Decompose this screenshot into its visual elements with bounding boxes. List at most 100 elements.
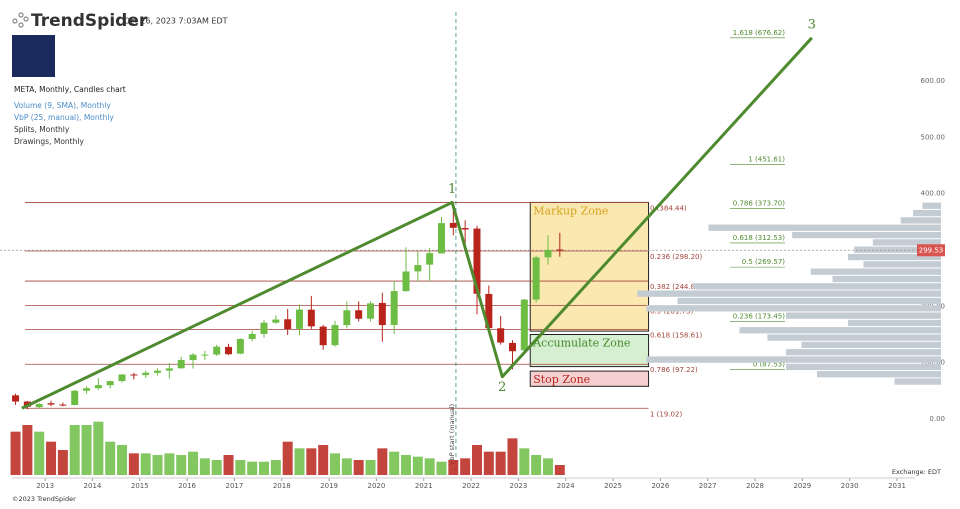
candle-body bbox=[59, 404, 67, 406]
vbp-bar bbox=[693, 283, 941, 290]
vbp-bar bbox=[810, 268, 941, 275]
candle-body bbox=[355, 310, 363, 319]
candle-body bbox=[47, 403, 55, 405]
fib-label: 0.786 (97.22) bbox=[650, 366, 698, 374]
candle-body bbox=[544, 249, 552, 258]
volume-bar bbox=[330, 453, 341, 475]
candle-body bbox=[213, 346, 221, 355]
wave-label: 1 bbox=[448, 182, 456, 197]
copyright: ©2023 TrendSpider bbox=[12, 495, 76, 503]
x-tick-label: 2017 bbox=[226, 482, 244, 490]
volume-bar bbox=[400, 455, 411, 475]
vbp-bar bbox=[801, 341, 941, 349]
candle-body bbox=[390, 291, 398, 325]
legend-item: Drawings, Monthly bbox=[14, 137, 84, 146]
fib-label: 1 (19.02) bbox=[650, 410, 682, 418]
candle-body bbox=[343, 310, 351, 326]
legend-item: Volume (9, SMA), Monthly bbox=[14, 101, 111, 110]
vbp-bar bbox=[786, 312, 941, 319]
x-tick-label: 2027 bbox=[699, 482, 717, 490]
volume-bar bbox=[471, 445, 482, 475]
candle-body bbox=[508, 342, 516, 352]
timestamp: Oct 26, 2023 7:03AM EDT bbox=[124, 17, 228, 26]
fib-label: 0 (384.44) bbox=[650, 204, 687, 212]
wave-label: 2 bbox=[498, 380, 506, 395]
candle-body bbox=[189, 354, 197, 361]
vbp-bar bbox=[900, 217, 941, 224]
volume-bar bbox=[235, 460, 246, 475]
x-tick-label: 2019 bbox=[320, 482, 338, 490]
zone-label: Stop Zone bbox=[533, 373, 590, 386]
volume-bar bbox=[294, 448, 305, 475]
last-price-label: 299.53 bbox=[919, 246, 944, 254]
x-tick-label: 2020 bbox=[368, 482, 386, 490]
zone-label: Accumulate Zone bbox=[532, 336, 630, 349]
vbp-bar bbox=[646, 356, 941, 363]
candle-body bbox=[307, 309, 315, 327]
candle-body bbox=[260, 322, 268, 334]
x-tick-label: 2021 bbox=[415, 482, 433, 490]
candle-body bbox=[473, 228, 481, 294]
vbp-bar bbox=[922, 202, 941, 209]
volume-bar bbox=[436, 461, 447, 475]
candle-body bbox=[437, 223, 445, 254]
x-tick-label: 2024 bbox=[557, 482, 575, 490]
zone bbox=[529, 201, 650, 332]
candle-body bbox=[142, 372, 150, 376]
legend-item: Splits, Monthly bbox=[14, 125, 70, 134]
candle-body bbox=[319, 326, 327, 346]
candle-body bbox=[378, 302, 386, 326]
vbp-bar bbox=[913, 209, 941, 217]
volume-bar bbox=[353, 460, 364, 475]
y-tick-label: 0.00 bbox=[929, 415, 945, 423]
candle-body bbox=[284, 319, 292, 329]
candle-body bbox=[154, 370, 162, 373]
candle-body bbox=[94, 385, 102, 389]
volume-bar bbox=[448, 460, 459, 475]
volume-bar bbox=[223, 455, 234, 475]
volume-bar bbox=[460, 458, 471, 475]
volume-bar bbox=[483, 451, 494, 475]
x-tick-label: 2015 bbox=[131, 482, 149, 490]
volume-bar bbox=[412, 456, 423, 475]
volume-bar bbox=[22, 425, 33, 475]
volume-bar bbox=[341, 458, 352, 475]
candle-body bbox=[177, 360, 185, 369]
volume-bar bbox=[69, 425, 80, 475]
candle-body bbox=[201, 354, 209, 356]
volume-bar bbox=[211, 460, 222, 475]
fib-ext-label: 1 (451.61) bbox=[748, 156, 785, 164]
candle-body bbox=[532, 257, 540, 300]
candle-body bbox=[296, 309, 304, 329]
candle-body bbox=[414, 265, 422, 272]
volume-bar bbox=[93, 421, 104, 475]
candle-body bbox=[367, 303, 375, 319]
volume-bar bbox=[389, 451, 400, 475]
vbp-bar bbox=[848, 253, 941, 261]
candle-body bbox=[130, 374, 138, 376]
exchange: Exchange: EDT bbox=[892, 468, 941, 476]
candle-body bbox=[556, 249, 564, 251]
x-tick-label: 2014 bbox=[84, 482, 102, 490]
vbp-bar bbox=[708, 224, 941, 231]
volume-bar bbox=[34, 431, 45, 475]
volume-bar bbox=[531, 455, 542, 475]
x-tick-label: 2023 bbox=[509, 482, 527, 490]
vbp-bar bbox=[894, 378, 941, 385]
fib-ext-label: 0.786 (373.70) bbox=[733, 199, 785, 207]
volume-bar bbox=[377, 448, 388, 475]
candle-body bbox=[497, 328, 505, 343]
volume-bar bbox=[259, 461, 270, 475]
candle-body bbox=[35, 404, 43, 408]
candle-body bbox=[461, 228, 469, 230]
vbp-bar bbox=[863, 261, 941, 268]
x-tick-label: 2026 bbox=[651, 482, 669, 490]
candle-body bbox=[106, 381, 114, 386]
volume-bar bbox=[365, 460, 376, 475]
x-tick-label: 2022 bbox=[462, 482, 480, 490]
x-tick-label: 2030 bbox=[841, 482, 859, 490]
vbp-bar bbox=[739, 327, 941, 334]
candle-body bbox=[331, 325, 339, 346]
vbp-bar bbox=[646, 305, 941, 312]
candle-body bbox=[83, 388, 91, 391]
